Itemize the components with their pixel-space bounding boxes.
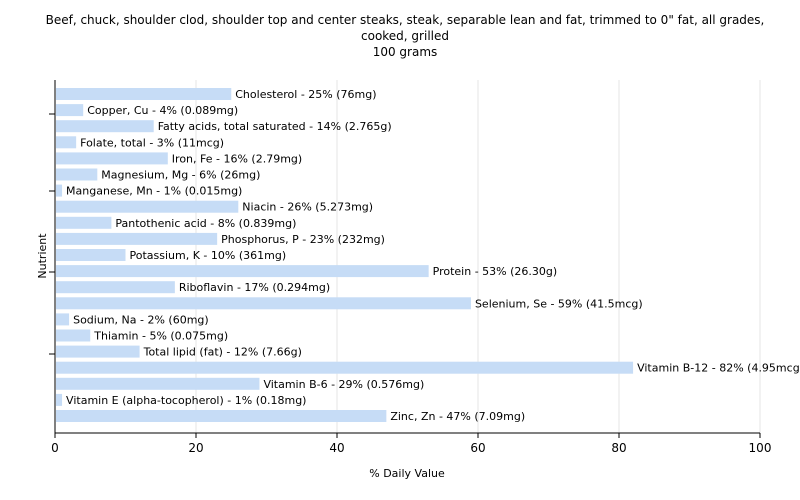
bar-label: Protein - 53% (26.30g) [433, 265, 558, 278]
chart-title-line: Beef, chuck, shoulder clod, shoulder top… [46, 13, 765, 27]
bar-label: Pantothenic acid - 8% (0.839mg) [115, 217, 296, 230]
chart-title-line: 100 grams [373, 45, 438, 59]
bar [56, 345, 140, 358]
chart-title: Beef, chuck, shoulder clod, shoulder top… [46, 13, 765, 59]
bar-label: Sodium, Na - 2% (60mg) [73, 313, 209, 326]
bar-label: Thiamin - 5% (0.075mg) [93, 330, 228, 343]
x-tick-label: 20 [188, 441, 203, 455]
bar [56, 232, 218, 245]
bar [56, 104, 84, 117]
bar-label: Niacin - 26% (5.273mg) [242, 201, 373, 214]
bar [56, 249, 126, 261]
bar [56, 297, 471, 310]
x-tick-label: 0 [51, 441, 59, 455]
bar-label: Manganese, Mn - 1% (0.015mg) [66, 185, 242, 198]
bars [56, 88, 634, 422]
bar-label: Fatty acids, total saturated - 14% (2.76… [158, 120, 392, 133]
bar [56, 393, 63, 406]
bar [56, 184, 63, 197]
grid-lines [195, 80, 761, 433]
bar-label: Vitamin B-6 - 29% (0.576mg) [263, 378, 424, 391]
axes [49, 80, 760, 434]
bar [56, 377, 260, 390]
bar [56, 120, 154, 133]
bar [56, 136, 77, 149]
chart-title-line: cooked, grilled [361, 29, 449, 43]
plot-area [55, 80, 760, 433]
bar-label: Vitamin B-12 - 82% (4.95mcg) [637, 362, 800, 375]
bar [56, 88, 232, 100]
x-tick-label: 100 [749, 441, 772, 455]
bar [56, 410, 387, 422]
bar [56, 361, 634, 374]
bar-label: Iron, Fe - 16% (2.79mg) [172, 152, 302, 165]
x-tick-label: 60 [470, 441, 485, 455]
bar [56, 281, 175, 294]
bar-label: Zinc, Zn - 47% (7.09mg) [390, 410, 525, 423]
bar [56, 265, 429, 278]
x-tick-label: 40 [329, 441, 344, 455]
bar-label: Selenium, Se - 59% (41.5mcg) [475, 297, 643, 310]
bar-label: Potassium, K - 10% (361mg) [130, 249, 287, 262]
bar [56, 216, 112, 229]
bar [56, 168, 98, 181]
bar-label: Folate, total - 3% (11mcg) [80, 136, 224, 149]
bar [56, 200, 239, 213]
x-tick-label: 80 [611, 441, 626, 455]
bar-label: Vitamin E (alpha-tocopherol) - 1% (0.18m… [66, 394, 306, 407]
bar [56, 313, 70, 326]
bar-label: Magnesium, Mg - 6% (26mg) [101, 169, 260, 182]
bar-label: Riboflavin - 17% (0.294mg) [179, 281, 330, 294]
bar [56, 152, 168, 165]
bar-label: Total lipid (fat) - 12% (7.66g) [143, 346, 302, 359]
x-tick-labels: 0 20 40 60 80 100 [51, 433, 771, 455]
bar-label: Copper, Cu - 4% (0.089mg) [87, 104, 238, 117]
x-axis-label: % Daily Value [369, 467, 445, 480]
bar-labels: Cholesterol - 25% (76mg) Copper, Cu - 4% … [66, 88, 800, 423]
y-axis-label: Nutrient [36, 233, 49, 279]
bar [56, 329, 91, 342]
bar-label: Cholesterol - 25% (76mg) [235, 88, 376, 101]
bar-label: Phosphorus, P - 23% (232mg) [221, 233, 385, 246]
